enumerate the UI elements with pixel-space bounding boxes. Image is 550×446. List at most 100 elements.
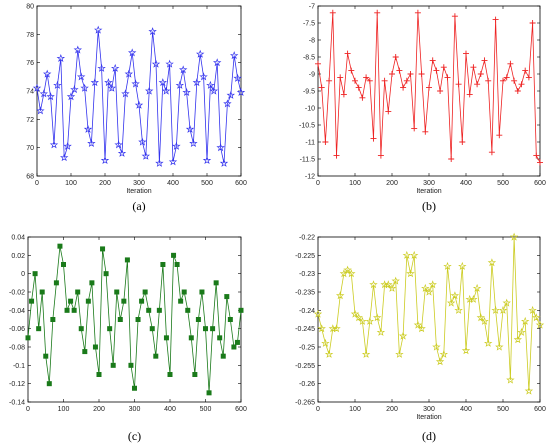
y-tick-label: 74 — [26, 89, 34, 96]
data-point — [80, 83, 89, 92]
data-point — [234, 339, 240, 345]
data-point — [100, 246, 106, 252]
data-point — [178, 298, 184, 304]
data-point — [43, 353, 49, 359]
data-point — [203, 326, 208, 332]
data-point — [83, 124, 93, 133]
data-point — [448, 156, 455, 162]
data-point — [238, 307, 244, 313]
data-point — [68, 298, 74, 304]
data-point — [163, 335, 169, 341]
data-point — [443, 261, 452, 270]
x-tick-label: 400 — [167, 180, 179, 187]
data-point — [107, 83, 117, 92]
data-point — [498, 305, 508, 314]
data-point — [236, 87, 246, 96]
data-point — [418, 71, 425, 77]
y-tick-label: 68 — [26, 174, 34, 181]
data-point — [132, 385, 137, 391]
data-point — [400, 84, 407, 91]
data-point — [39, 89, 49, 98]
y-tick-label: 0 — [21, 271, 25, 278]
x-tick-label: 600 — [534, 180, 546, 187]
data-point — [472, 283, 482, 292]
plot-area — [27, 236, 242, 403]
data-point — [321, 338, 330, 347]
data-point — [358, 316, 367, 325]
data-point — [332, 324, 341, 333]
data-point — [71, 307, 77, 313]
y-tick-label: -0.02 — [9, 290, 25, 297]
data-point — [103, 271, 109, 277]
data-point — [466, 91, 473, 98]
data-point — [507, 60, 514, 67]
data-point — [440, 64, 447, 71]
y-tick-label: -0.225 — [295, 253, 315, 260]
data-point — [202, 155, 212, 164]
data-point — [64, 307, 70, 313]
data-point — [139, 298, 145, 304]
data-point — [315, 60, 321, 67]
x-tick-label: 0 — [35, 180, 39, 187]
data-point — [174, 262, 180, 267]
data-point — [124, 69, 134, 78]
data-point — [454, 305, 463, 314]
data-point — [469, 294, 478, 303]
data-point — [131, 79, 140, 88]
data-point — [114, 140, 123, 149]
data-point — [73, 45, 83, 54]
data-point — [340, 91, 347, 98]
y-tick-label: -7 — [309, 4, 315, 11]
data-point — [361, 349, 371, 358]
data-point — [396, 67, 403, 74]
data-point — [158, 78, 168, 87]
data-point — [96, 372, 102, 377]
x-tick-label: 0 — [316, 406, 320, 413]
data-point — [97, 63, 106, 72]
data-point — [370, 135, 377, 142]
data-point — [82, 349, 88, 355]
data-point — [182, 87, 191, 96]
data-point — [522, 67, 529, 74]
data-point — [458, 261, 467, 270]
y-tick-label: -0.12 — [9, 381, 25, 388]
data-point — [495, 342, 504, 351]
data-point — [121, 89, 130, 98]
data-point — [318, 84, 325, 91]
x-tick-label: 100 — [349, 180, 361, 187]
data-point — [480, 316, 489, 325]
data-point — [141, 151, 151, 160]
data-point — [168, 157, 178, 166]
data-point — [524, 386, 534, 395]
data-point — [463, 50, 469, 57]
data-point — [32, 271, 38, 277]
data-point — [124, 257, 130, 263]
data-point — [229, 51, 239, 60]
data-point — [49, 140, 59, 149]
data-point — [433, 67, 440, 74]
data-point — [46, 381, 52, 387]
plot-area — [36, 5, 242, 177]
y-tick-label: -11.5 — [300, 157, 316, 164]
data-point — [46, 92, 55, 101]
y-tick-label: -12 — [305, 174, 315, 181]
data-point — [392, 54, 399, 60]
y-tick-label: -9.5 — [303, 89, 315, 96]
data-point — [476, 313, 486, 322]
data-point — [450, 291, 460, 300]
data-point — [492, 16, 499, 23]
data-point — [374, 9, 381, 16]
data-point — [78, 326, 84, 332]
x-tick-label: 100 — [58, 406, 70, 413]
y-tick-label: -0.255 — [295, 363, 315, 370]
y-tick-label: -10.5 — [299, 123, 315, 130]
data-point — [231, 344, 237, 350]
data-point — [518, 81, 525, 88]
data-point — [213, 280, 219, 286]
data-point — [217, 335, 223, 341]
data-point — [488, 149, 495, 156]
x-tick-label: 0 — [316, 180, 320, 187]
data-point — [503, 74, 510, 81]
data-point — [210, 326, 216, 332]
data-point — [502, 298, 511, 307]
